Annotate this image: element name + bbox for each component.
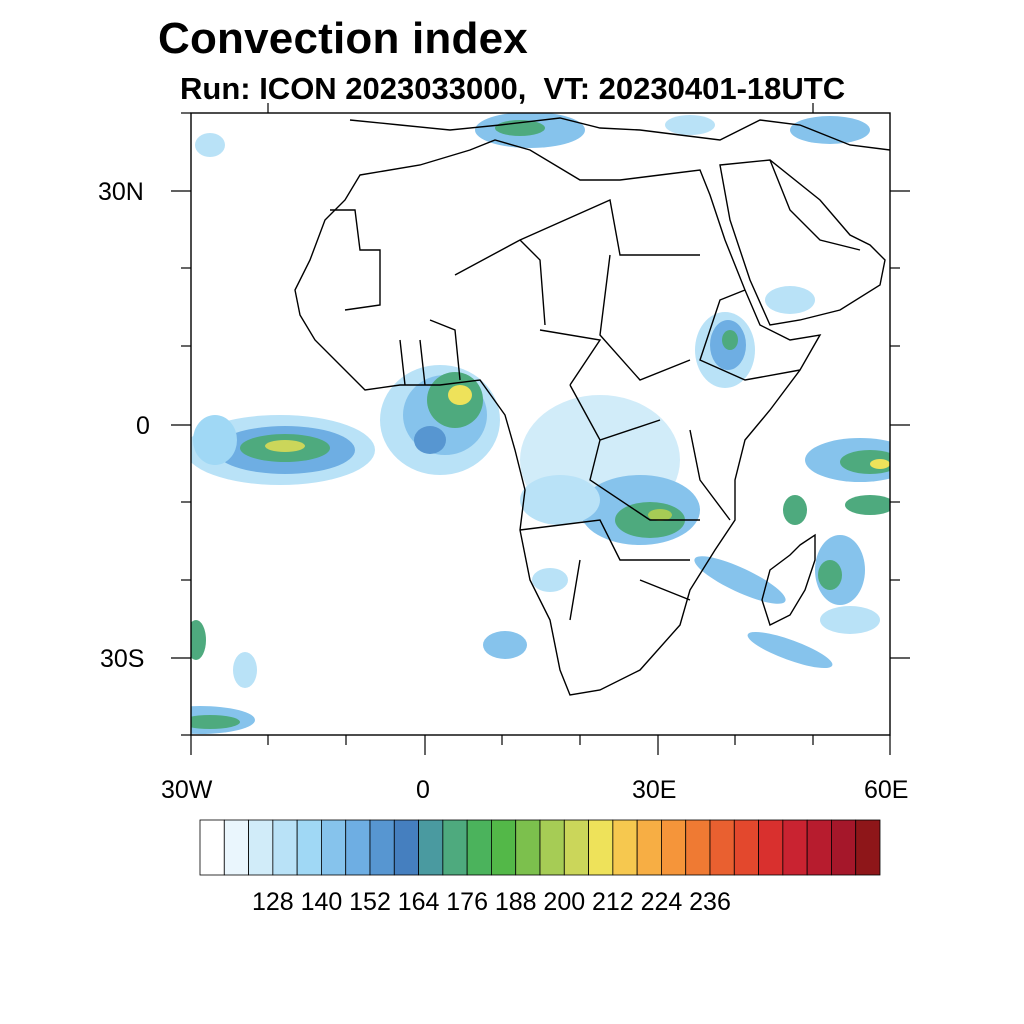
axis-ticks (171, 103, 910, 755)
lat-label-30s: 30S (100, 645, 145, 673)
colorbar-label: 164 (397, 888, 440, 916)
colorbar-swatch (418, 819, 444, 876)
madagascar-coastline (761, 533, 816, 626)
colorbar-swatch (733, 819, 759, 876)
africa-coastline (294, 139, 822, 696)
colorbar-swatch (393, 819, 419, 876)
colorbar-swatch (588, 819, 614, 876)
colorbar-swatch (539, 819, 565, 876)
country-borders (330, 159, 861, 621)
map-subtitle: Run: ICON 2023033000, VT: 20230401-18UTC (180, 71, 846, 106)
colorbar-swatch (636, 819, 662, 876)
colorbar-swatch (369, 819, 395, 876)
colorbar-swatch (321, 819, 347, 876)
map-title: Convection index (158, 14, 528, 63)
colorbar-swatch (831, 819, 857, 876)
colorbar-swatch (563, 819, 589, 876)
convection-field (191, 113, 890, 734)
colorbar-swatch (223, 819, 249, 876)
colorbar-label: 152 (349, 888, 391, 916)
colorbar-swatch (491, 819, 517, 876)
colorbar-label: 236 (689, 888, 731, 916)
colorbar-swatch (248, 819, 274, 876)
colorbar-swatch (199, 819, 225, 876)
colorbar-swatch (466, 819, 492, 876)
colorbar-label: 224 (640, 888, 683, 916)
lon-label-60e: 60E (864, 776, 909, 804)
colorbar-swatch (296, 819, 322, 876)
lon-label-30e: 30E (632, 776, 677, 804)
colorbar-label: 128 (251, 888, 294, 916)
colorbar-label: 176 (446, 888, 488, 916)
colorbar-swatch (855, 819, 881, 876)
colorbar-swatch (272, 819, 298, 876)
colorbar-swatch (758, 819, 784, 876)
colorbar-swatch (709, 819, 735, 876)
colorbar-swatch (515, 819, 541, 876)
colorbar-label: 212 (591, 888, 634, 916)
lon-label-30w: 30W (161, 776, 213, 804)
lat-label-0: 0 (136, 412, 150, 440)
colorbar-label: 188 (494, 888, 537, 916)
lon-label-0: 0 (416, 776, 430, 804)
lat-label-30n: 30N (98, 178, 144, 206)
coastlines (294, 117, 890, 696)
colorbar-swatch (661, 819, 687, 876)
arabia-coastline (719, 159, 886, 326)
map-frame (190, 112, 891, 736)
colorbar-label: 200 (543, 888, 586, 916)
colorbar-swatch (345, 819, 371, 876)
colorbar-swatch (442, 819, 468, 876)
colorbar-swatch (685, 819, 711, 876)
colorbar-swatch (782, 819, 808, 876)
colorbar-swatch (806, 819, 832, 876)
colorbar-label: 140 (300, 888, 343, 916)
colorbar (199, 819, 881, 876)
colorbar-swatch (612, 819, 638, 876)
europe-coastline (349, 117, 890, 151)
